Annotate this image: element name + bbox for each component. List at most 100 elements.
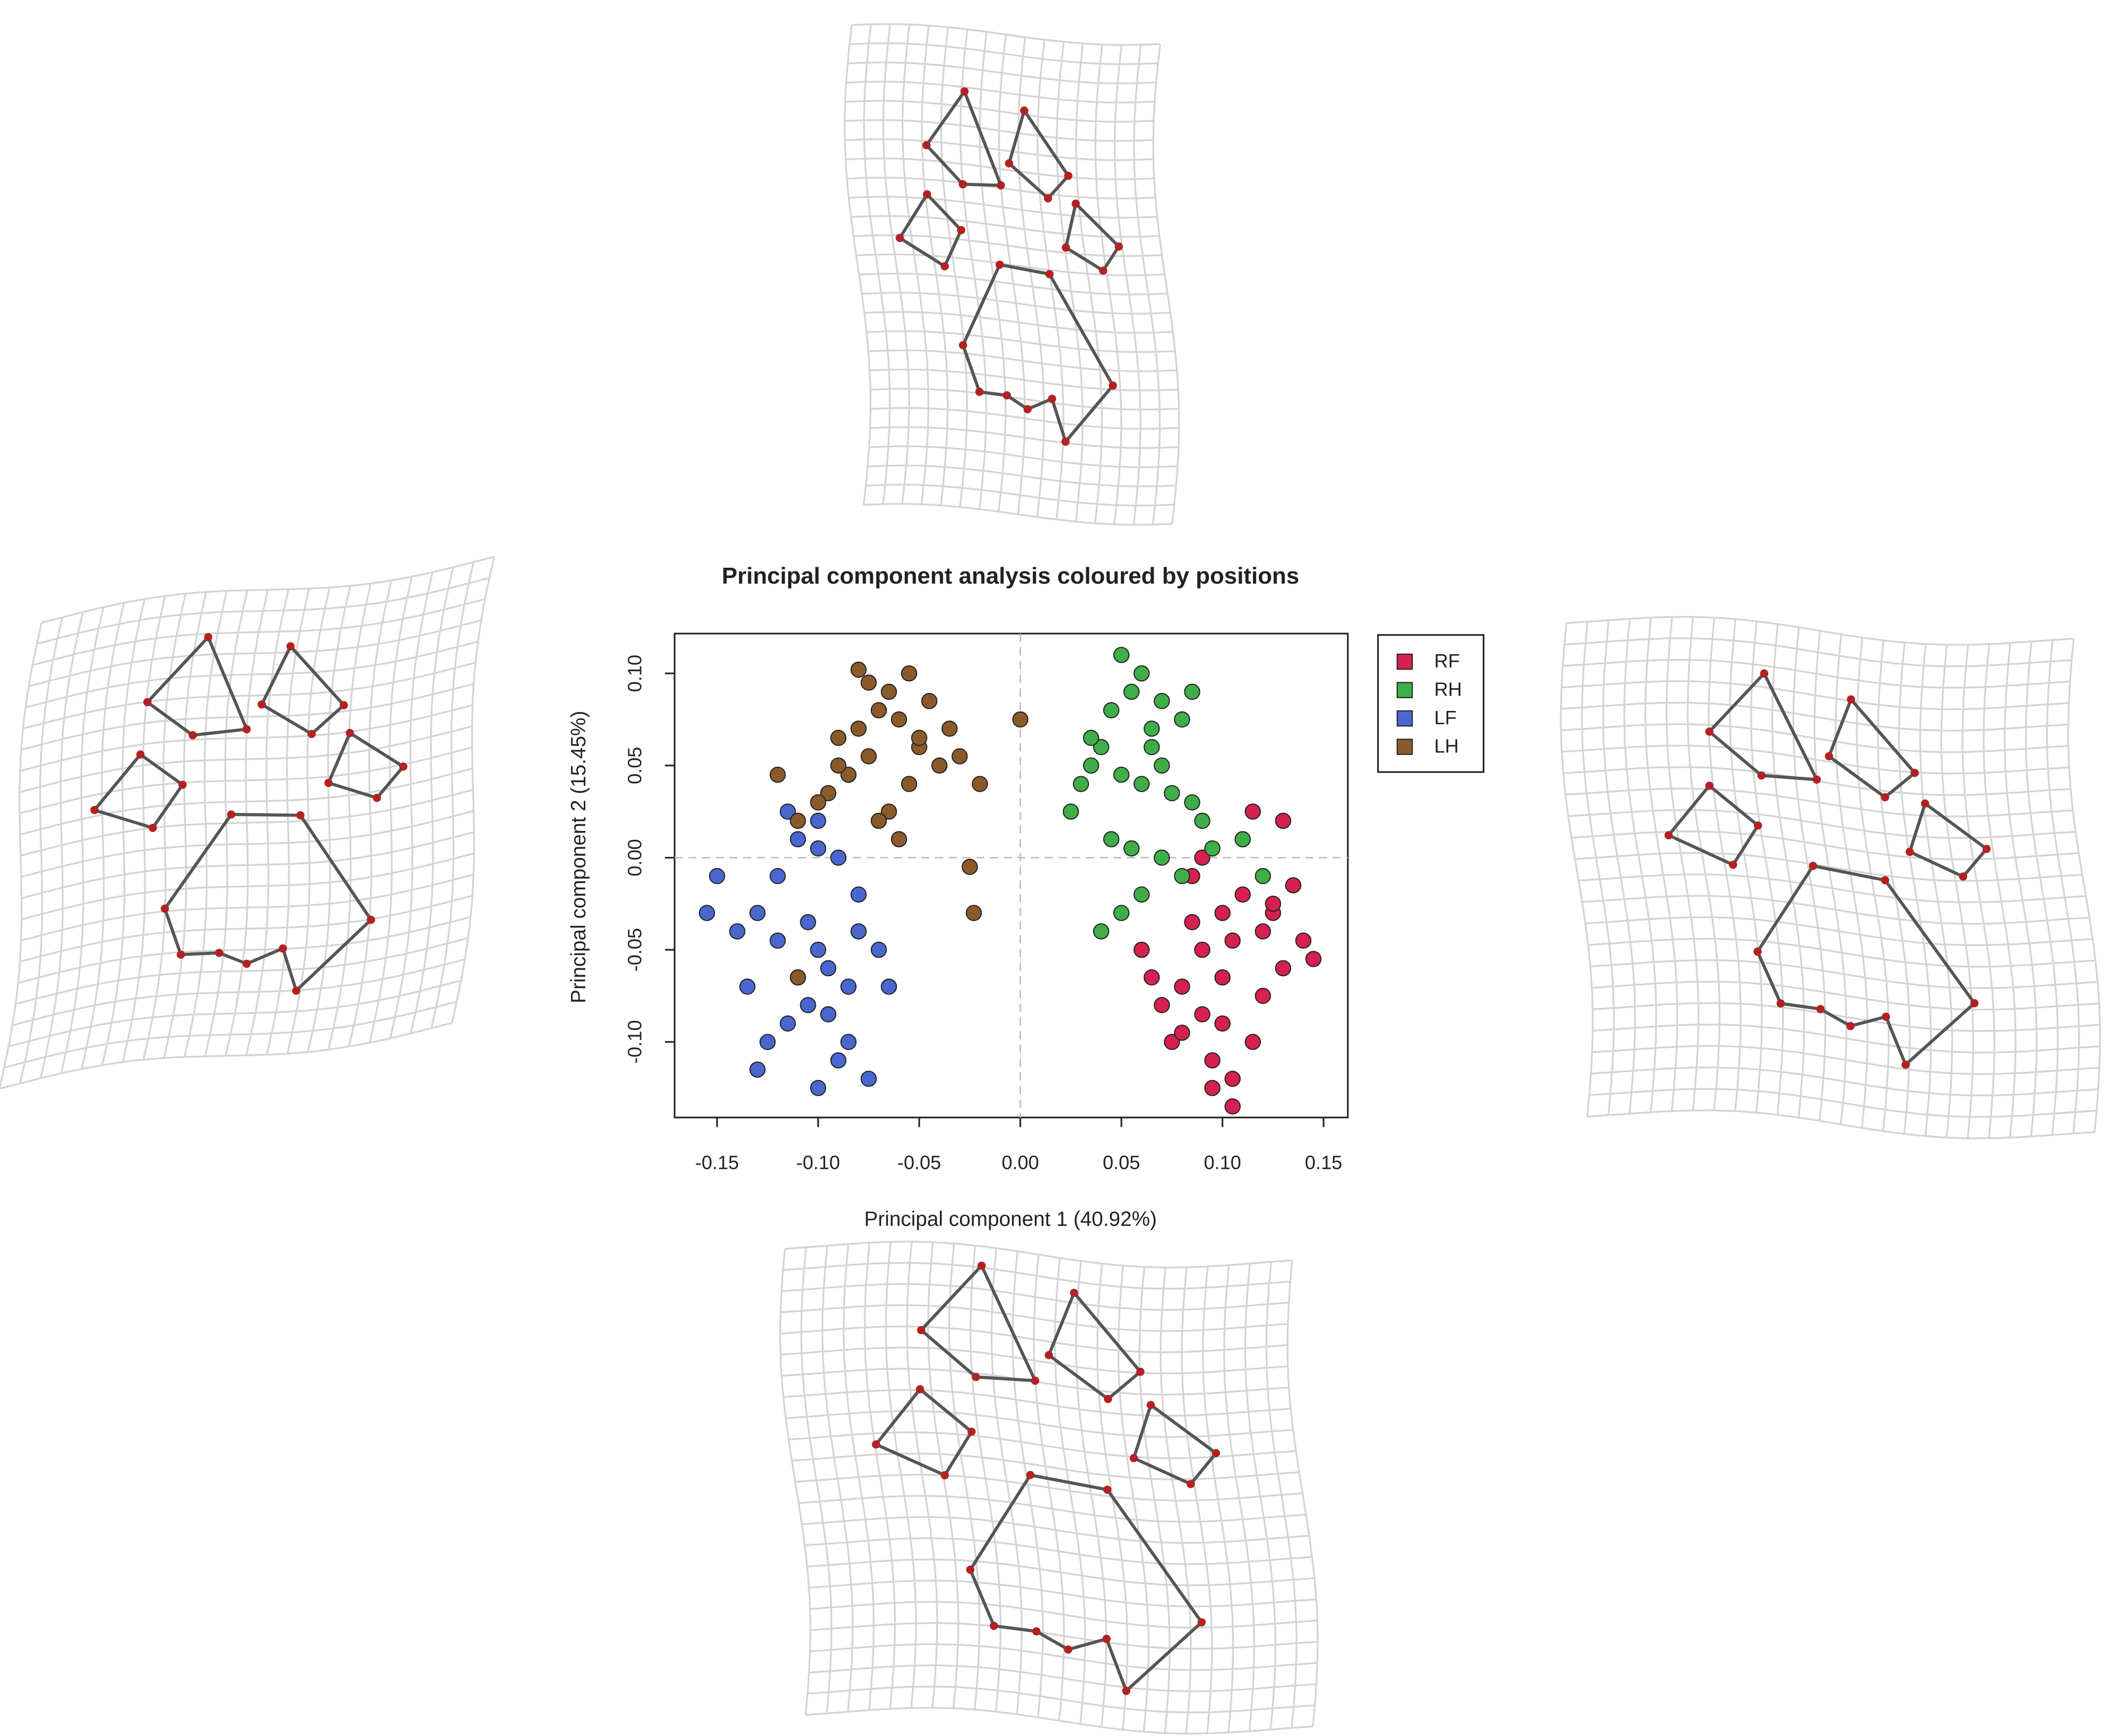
grid-curve xyxy=(863,24,891,505)
grid-curve xyxy=(846,81,1155,103)
point xyxy=(1123,683,1140,700)
point xyxy=(1154,693,1170,709)
point xyxy=(931,757,948,774)
grid-curve xyxy=(853,234,1162,257)
paw-outline xyxy=(1827,696,1917,800)
point xyxy=(921,693,938,709)
grid-curve xyxy=(1561,744,2070,775)
point xyxy=(1244,803,1261,820)
landmark xyxy=(1847,695,1855,704)
grid-curve xyxy=(882,24,910,504)
grid-curve xyxy=(1877,640,1911,1134)
grid-curve xyxy=(28,619,482,688)
landmark xyxy=(996,261,1004,269)
grid-curve xyxy=(2067,638,2101,1133)
landmark xyxy=(215,949,223,957)
grid-curve xyxy=(21,852,474,921)
grid-curve xyxy=(21,831,474,899)
point xyxy=(1204,1052,1221,1069)
point xyxy=(830,849,847,866)
grid-curve xyxy=(844,138,1154,161)
landmark xyxy=(1812,775,1821,784)
grid-curve xyxy=(844,25,872,505)
grid-curve xyxy=(1591,980,2099,1011)
point xyxy=(890,831,907,848)
point xyxy=(810,941,826,958)
grid-curve xyxy=(849,196,1157,219)
paw-outline xyxy=(1755,864,1977,1067)
landmark xyxy=(1005,159,1014,168)
grid-curve xyxy=(867,464,1177,488)
legend-label: RH xyxy=(1434,678,1462,700)
point xyxy=(1224,1098,1241,1115)
grid-curve xyxy=(1565,787,2073,818)
landmark xyxy=(1753,947,1762,956)
grid-curve xyxy=(1898,643,1932,1136)
grid-curve xyxy=(851,23,1161,46)
grid-curve xyxy=(19,747,473,814)
landmark xyxy=(136,750,145,759)
x-axis-label: Principal component 1 (40.92%) xyxy=(864,1208,1157,1230)
point xyxy=(1134,941,1150,958)
grid-curve xyxy=(921,25,949,506)
legend: RF RH LF LH xyxy=(1377,634,1485,773)
grid-curve xyxy=(1571,830,2079,861)
point xyxy=(698,905,715,921)
grid-curve xyxy=(901,24,930,505)
point xyxy=(790,831,806,848)
landmark xyxy=(373,794,382,802)
point xyxy=(759,1034,776,1051)
grid-curve xyxy=(867,330,1175,353)
point xyxy=(1285,877,1302,893)
grid-curve xyxy=(1075,43,1103,524)
grid-curve xyxy=(805,1706,1313,1735)
grid-curve xyxy=(1017,37,1045,517)
grid-curve xyxy=(1094,44,1122,525)
grid-curve xyxy=(1856,637,1890,1131)
point xyxy=(1113,905,1130,921)
point xyxy=(880,683,897,700)
landmark xyxy=(1109,381,1117,390)
point xyxy=(810,1080,826,1096)
grid-curve xyxy=(15,937,469,1005)
grid-curve xyxy=(780,1325,1288,1353)
grid-curve xyxy=(32,598,486,666)
grid-curve xyxy=(1919,644,1953,1138)
point xyxy=(1134,665,1150,682)
landmark xyxy=(1846,1022,1855,1030)
point xyxy=(1244,1034,1261,1051)
landmark xyxy=(958,180,967,189)
landmark xyxy=(1905,847,1914,856)
grid-curve xyxy=(810,1643,1318,1671)
grid-curve xyxy=(22,662,476,730)
point xyxy=(1255,868,1271,884)
landmark xyxy=(1136,1367,1145,1376)
point xyxy=(951,748,968,765)
y-tick-label: 0.00 xyxy=(624,839,645,876)
point xyxy=(780,803,796,820)
x-tick-label: 0.10 xyxy=(1204,1152,1241,1174)
point xyxy=(1204,1080,1221,1096)
landmark xyxy=(90,806,99,814)
point xyxy=(1194,849,1210,866)
point xyxy=(1255,923,1271,940)
landmark xyxy=(966,1565,975,1574)
point xyxy=(1164,785,1180,802)
grid-curve xyxy=(1813,630,1848,1125)
grid-curve xyxy=(959,29,988,509)
landmark xyxy=(1020,106,1028,115)
grid-curve xyxy=(1561,723,2069,753)
point xyxy=(1214,905,1231,921)
grid-curve xyxy=(20,895,473,963)
grid-curve xyxy=(781,1283,1289,1311)
legend-label: RF xyxy=(1434,650,1460,672)
point xyxy=(749,905,766,921)
landmark xyxy=(1982,845,1991,853)
point xyxy=(1062,803,1079,820)
grid-curve xyxy=(868,349,1177,372)
point xyxy=(780,1015,796,1032)
landmark xyxy=(1824,752,1833,761)
grid-curve xyxy=(859,273,1168,296)
landmark xyxy=(1071,199,1080,208)
point xyxy=(1113,647,1130,663)
